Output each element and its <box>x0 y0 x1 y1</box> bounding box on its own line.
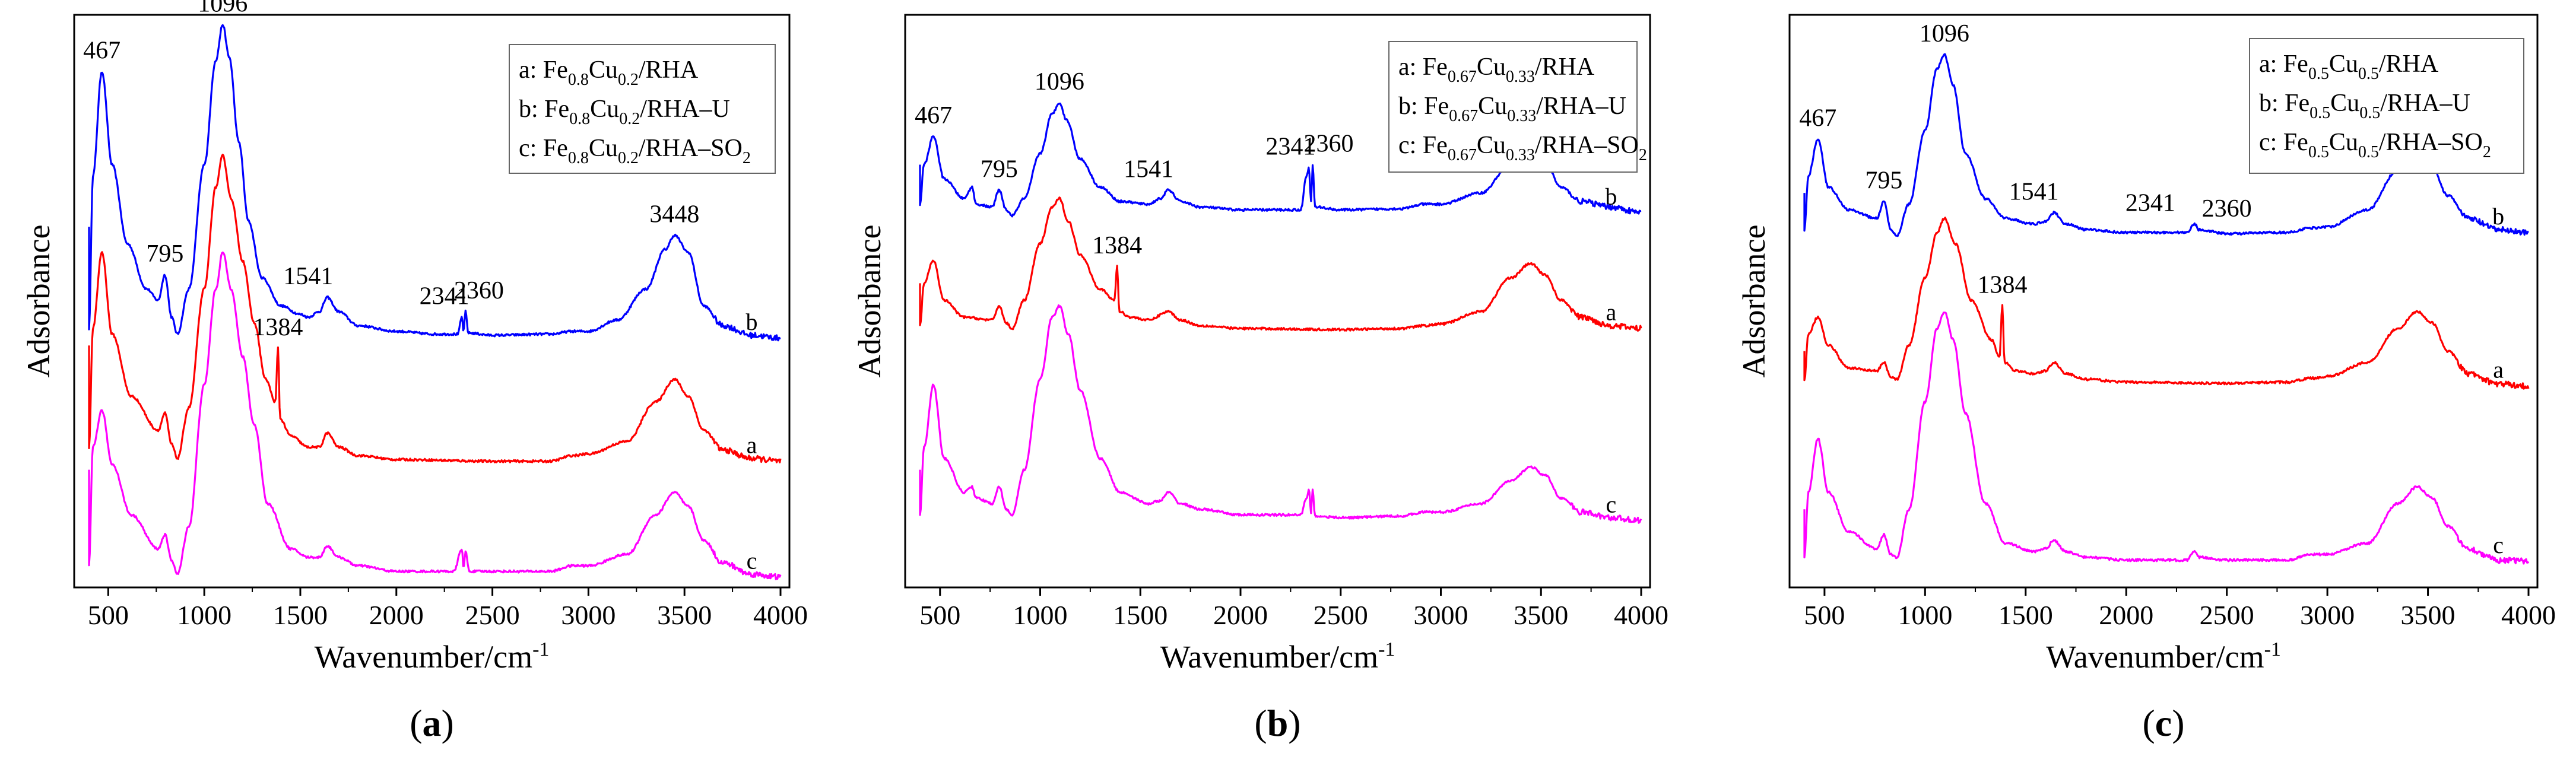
legend-entry-0: a: Fe0.8Cu0.2/RHA <box>519 56 699 89</box>
peak-label-1384: 1384 <box>1092 232 1142 259</box>
legend-entry-1: b: Fe0.8Cu0.2/RHA–U <box>519 96 730 128</box>
peak-label-2341: 2341 <box>1265 133 1315 160</box>
series-b-label: b <box>2492 203 2504 230</box>
legend-entry-0: a: Fe0.5Cu0.5/RHA <box>2259 50 2439 83</box>
x-tick-label: 1500 <box>1113 600 1168 630</box>
x-tick-label: 1000 <box>177 600 231 630</box>
series-a-line <box>1803 217 2530 390</box>
peak-label-2360: 2360 <box>2202 195 2252 223</box>
series-a-label: a <box>747 431 757 458</box>
x-tick-label: 3500 <box>2401 600 2456 630</box>
peak-label-2341: 2341 <box>2125 189 2175 217</box>
peak-label-1541: 1541 <box>2009 178 2059 205</box>
peak-label-1384: 1384 <box>1977 272 2027 299</box>
legend-entry-2: c: Fe0.8Cu0.2/RHA–SO2 <box>519 135 751 167</box>
panel-caption: (a) <box>410 702 454 744</box>
peak-label-2360: 2360 <box>454 277 504 304</box>
series-a-line <box>919 196 1642 332</box>
y-axis-title: Adsorbance <box>21 225 56 378</box>
peak-label-467: 467 <box>1799 105 1836 132</box>
peak-label-3448: 3448 <box>649 201 699 228</box>
x-tick-label: 3000 <box>2300 600 2355 630</box>
x-tick-label: 2500 <box>465 600 520 630</box>
legend-box <box>509 44 776 174</box>
series-c-line <box>1803 312 2530 565</box>
series-c-label: c <box>747 547 757 574</box>
peak-label-2360: 2360 <box>1304 131 1354 158</box>
y-axis-title: Adsorbance <box>1736 225 1772 378</box>
legend-box <box>2249 38 2524 174</box>
x-tick-label: 1500 <box>1998 600 2053 630</box>
x-tick-label: 3000 <box>561 600 616 630</box>
legend-entry-1: b: Fe0.67Cu0.33/RHA–U <box>1398 93 1626 125</box>
x-tick-label: 3000 <box>1414 600 1468 630</box>
peak-label-1096: 1096 <box>1035 68 1084 96</box>
x-tick-label: 1000 <box>1898 600 1952 630</box>
x-tick-label: 500 <box>919 600 960 630</box>
plot-frame <box>1788 14 2539 589</box>
series-c-label: c <box>2493 532 2504 558</box>
series-a-label: a <box>2493 357 2504 383</box>
series-b-label: b <box>745 309 757 335</box>
x-tick-label: 2500 <box>1314 600 1368 630</box>
plot-frame <box>904 14 1651 589</box>
peak-label-1541: 1541 <box>283 263 333 290</box>
x-axis-title: Wavenumber/cm-1 <box>315 638 550 675</box>
x-tick-label: 2000 <box>1213 600 1268 630</box>
x-axis-title: Wavenumber/cm-1 <box>1160 638 1395 675</box>
series-a-line <box>88 154 782 463</box>
series-b-line <box>88 24 781 342</box>
panel-caption: (b) <box>1254 702 1300 744</box>
peak-label-795: 795 <box>981 155 1018 183</box>
legend-entry-0: a: Fe0.67Cu0.33/RHA <box>1398 53 1595 86</box>
peak-label-1384: 1384 <box>253 314 303 341</box>
panel-a: 500 1000 1500 2000 2500 3000 3500 4000 Wavenumbe… <box>21 0 808 744</box>
x-tick-label: 2000 <box>369 600 424 630</box>
x-tick-label: 2500 <box>2200 600 2254 630</box>
peak-label-467: 467 <box>915 102 952 129</box>
x-axis-title: Wavenumber/cm-1 <box>2046 638 2281 675</box>
panel-caption: (c) <box>2142 702 2184 744</box>
legend-entry-1: b: Fe0.5Cu0.5/RHA–U <box>2259 90 2470 122</box>
peak-label-795: 795 <box>146 240 183 268</box>
x-tick-label: 4000 <box>2501 600 2556 630</box>
panel-c: 500 1000 1500 2000 2500 3000 3500 4000 Wavenumbe… <box>1736 14 2556 744</box>
x-tick-label: 500 <box>88 600 129 630</box>
panel-b: 500 1000 1500 2000 2500 3000 3500 4000 Wavenumbe… <box>852 14 1668 744</box>
legend-box <box>1388 41 1638 173</box>
peak-label-1541: 1541 <box>1124 155 1173 183</box>
series-b-label: b <box>1605 183 1617 209</box>
legend-entry-2: c: Fe0.5Cu0.5/RHA–SO2 <box>2259 129 2491 161</box>
legend-entry-2: c: Fe0.67Cu0.33/RHA–SO2 <box>1398 132 1647 164</box>
peak-label-795: 795 <box>1865 167 1902 194</box>
peak-label-1096: 1096 <box>1920 20 1969 47</box>
peak-label-1096: 1096 <box>198 0 248 17</box>
series-c-line <box>88 251 782 580</box>
peak-label-467: 467 <box>83 37 120 64</box>
x-tick-label: 4000 <box>753 600 808 630</box>
x-tick-label: 2000 <box>2099 600 2153 630</box>
peak-label-2341: 2341 <box>420 283 469 310</box>
x-tick-label: 1500 <box>273 600 328 630</box>
series-a-label: a <box>1606 299 1616 326</box>
series-c-line <box>919 304 1642 524</box>
series-c-label: c <box>1606 491 1616 517</box>
x-tick-label: 1000 <box>1013 600 1068 630</box>
x-tick-label: 500 <box>1804 600 1845 630</box>
x-tick-label: 3500 <box>657 600 712 630</box>
y-axis-title: Adsorbance <box>852 225 887 378</box>
x-tick-label: 3500 <box>1514 600 1568 630</box>
x-tick-label: 4000 <box>1614 600 1668 630</box>
plot-frame <box>73 14 791 589</box>
